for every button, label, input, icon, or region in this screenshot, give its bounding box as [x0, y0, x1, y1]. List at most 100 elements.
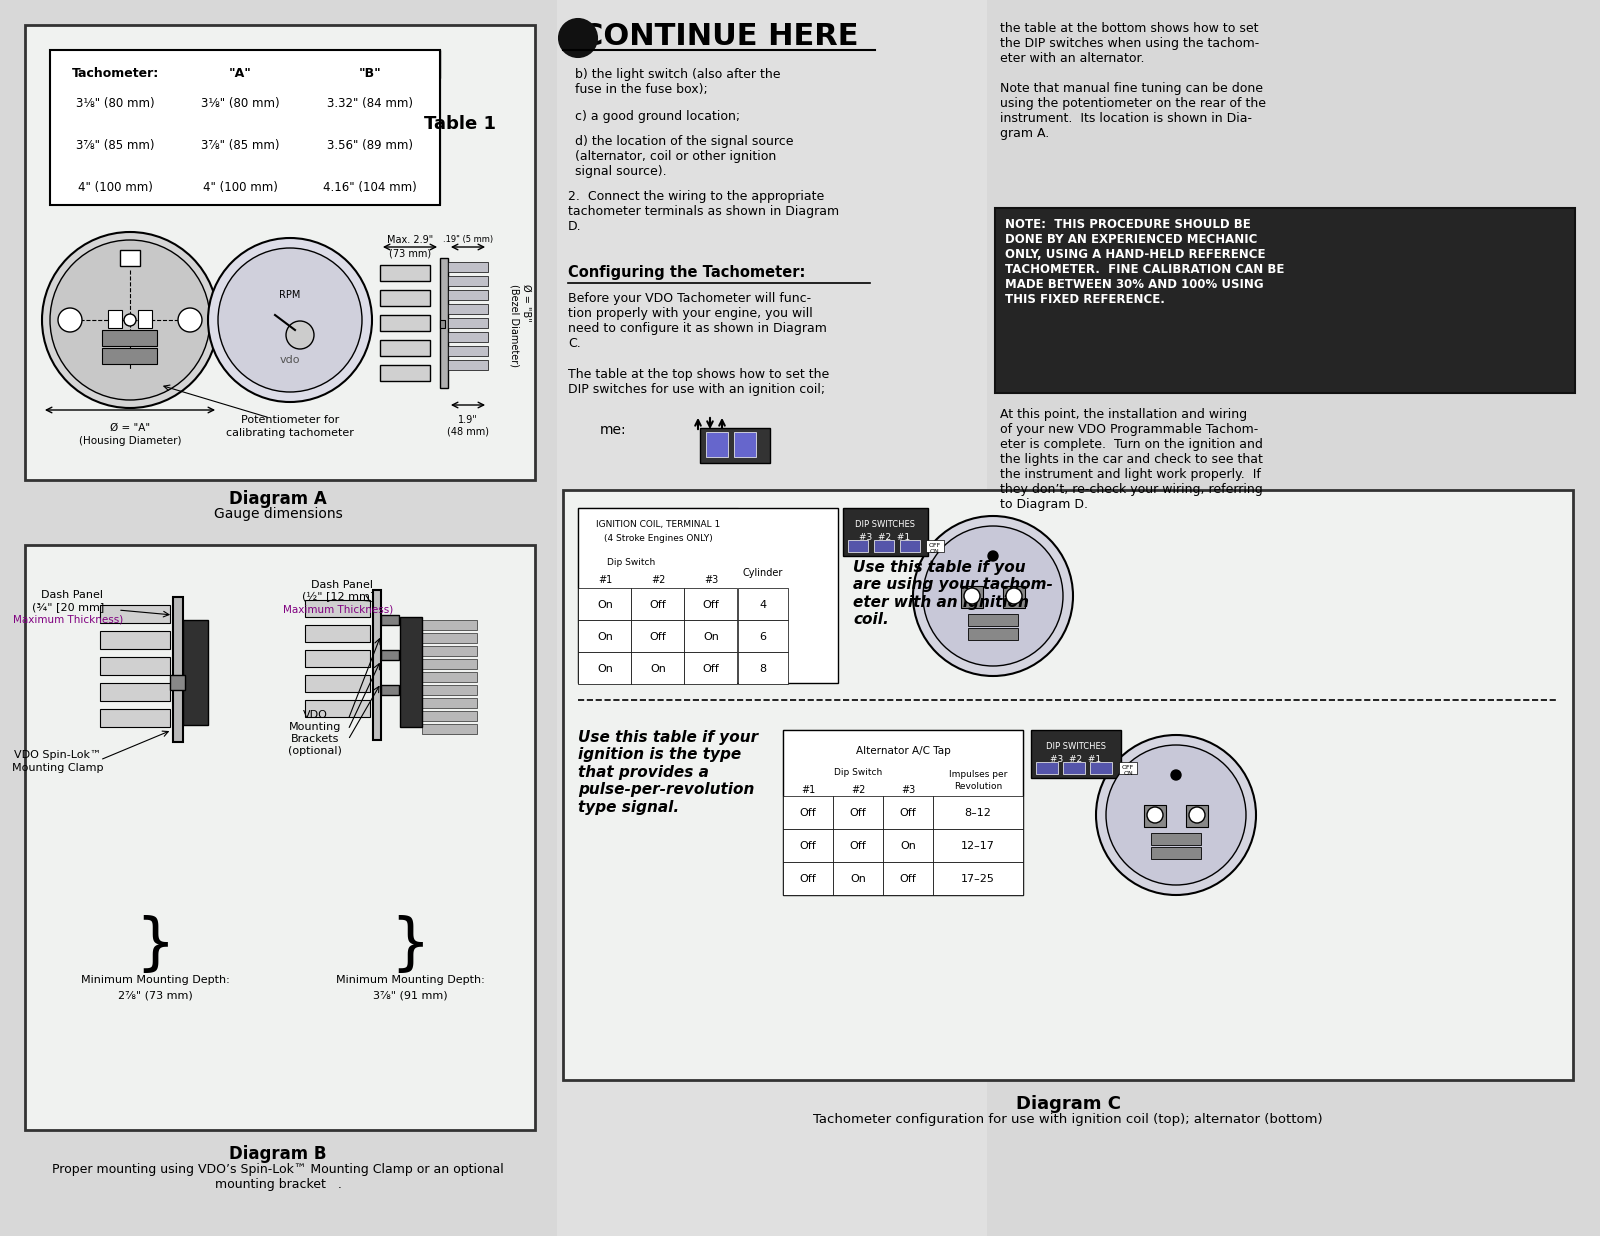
Bar: [179, 49, 301, 78]
Bar: [630, 653, 685, 684]
Text: #3: #3: [901, 785, 915, 795]
Text: IGNITION COIL, TERMINAL 1: IGNITION COIL, TERMINAL 1: [595, 520, 720, 529]
Bar: [848, 540, 867, 552]
Bar: [50, 49, 440, 205]
Text: 12–17: 12–17: [962, 840, 995, 852]
Bar: [578, 508, 838, 684]
Bar: [422, 672, 477, 682]
Text: 2⅞" (73 mm): 2⅞" (73 mm): [118, 990, 192, 1000]
Text: Off: Off: [899, 874, 917, 884]
Bar: [630, 588, 685, 620]
Bar: [422, 646, 477, 656]
Circle shape: [1147, 807, 1163, 823]
Text: Diagram C: Diagram C: [1016, 1095, 1120, 1112]
Bar: [422, 724, 477, 734]
Bar: [782, 758, 933, 796]
Bar: [381, 315, 430, 331]
Bar: [448, 360, 488, 370]
Text: Dash Panel: Dash Panel: [310, 580, 373, 590]
Text: (optional): (optional): [288, 747, 342, 756]
Bar: [1090, 763, 1112, 774]
Text: Revolution: Revolution: [954, 782, 1002, 791]
Text: Mounting Clamp: Mounting Clamp: [13, 763, 104, 772]
Text: On: On: [702, 632, 718, 641]
Text: the table at the bottom shows how to set
the DIP switches when using the tachom-: the table at the bottom shows how to set…: [1000, 22, 1266, 140]
Text: (4 Stroke Engines ONLY): (4 Stroke Engines ONLY): [603, 534, 712, 543]
Text: .19" (5 mm): .19" (5 mm): [443, 235, 493, 243]
Circle shape: [989, 551, 998, 561]
Bar: [995, 208, 1574, 393]
Bar: [962, 586, 982, 608]
Bar: [381, 290, 430, 307]
Text: 4" (100 mm): 4" (100 mm): [77, 180, 152, 194]
Bar: [440, 258, 448, 388]
Text: ON: ON: [930, 549, 939, 554]
Bar: [301, 78, 440, 120]
Text: Off: Off: [650, 599, 666, 611]
Bar: [448, 346, 488, 356]
Text: 8: 8: [760, 664, 766, 674]
Text: (73 mm): (73 mm): [389, 248, 430, 260]
Text: Off: Off: [850, 808, 866, 818]
Bar: [557, 0, 987, 1236]
Bar: [738, 653, 787, 684]
Bar: [179, 78, 301, 120]
Bar: [373, 590, 381, 740]
Text: Off: Off: [899, 808, 917, 818]
Bar: [738, 548, 787, 588]
Text: Brackets: Brackets: [291, 734, 339, 744]
Bar: [50, 49, 179, 78]
Text: Off: Off: [800, 808, 816, 818]
Text: ON: ON: [1123, 771, 1133, 776]
Text: Maximum Thickness): Maximum Thickness): [13, 616, 123, 625]
Bar: [933, 796, 1022, 829]
Bar: [440, 320, 445, 328]
Text: 6: 6: [760, 632, 766, 641]
Text: Dash Panel: Dash Panel: [42, 590, 102, 599]
Bar: [933, 758, 1022, 796]
Bar: [448, 290, 488, 300]
Bar: [381, 685, 398, 695]
Text: b) the light switch (also after the
fuse in the fuse box);: b) the light switch (also after the fuse…: [574, 68, 781, 96]
Bar: [50, 120, 179, 162]
Text: Minimum Mounting Depth:: Minimum Mounting Depth:: [336, 975, 485, 985]
Bar: [883, 829, 933, 861]
Circle shape: [218, 248, 362, 392]
Text: On: On: [901, 840, 915, 852]
Bar: [422, 685, 477, 695]
Bar: [381, 340, 430, 356]
Text: (Housing Diameter): (Housing Diameter): [78, 436, 181, 446]
Text: Table 1: Table 1: [424, 115, 496, 133]
Text: Before your VDO Tachometer will func-
tion properly with your engine, you will
n: Before your VDO Tachometer will func- ti…: [568, 292, 827, 350]
Text: Ø = "B"
(Bezel Diameter): Ø = "B" (Bezel Diameter): [510, 283, 531, 367]
Bar: [701, 428, 770, 464]
Bar: [874, 540, 894, 552]
Text: RPM: RPM: [280, 290, 301, 300]
Circle shape: [923, 527, 1062, 666]
Text: Off: Off: [702, 664, 720, 674]
Text: 8–12: 8–12: [965, 808, 992, 818]
Circle shape: [558, 19, 597, 57]
Bar: [301, 49, 440, 78]
Bar: [381, 650, 398, 660]
Bar: [782, 730, 1022, 758]
Bar: [899, 540, 920, 552]
Text: 2.  Connect the wiring to the appropriate
tachometer terminals as shown in Diagr: 2. Connect the wiring to the appropriate…: [568, 190, 838, 234]
Circle shape: [42, 232, 218, 408]
Bar: [578, 588, 630, 620]
Bar: [381, 265, 430, 281]
Circle shape: [963, 588, 979, 604]
Bar: [422, 633, 477, 643]
Bar: [782, 829, 834, 861]
Bar: [843, 508, 928, 556]
Bar: [381, 616, 398, 625]
Text: OFF: OFF: [930, 543, 941, 548]
Text: At this point, the installation and wiring
of your new VDO Programmable Tachom-
: At this point, the installation and wiri…: [1000, 408, 1262, 510]
Text: Off: Off: [702, 599, 720, 611]
Text: }: }: [390, 915, 430, 975]
Circle shape: [1006, 588, 1022, 604]
Text: On: On: [597, 599, 613, 611]
Bar: [182, 620, 208, 726]
Bar: [109, 310, 122, 328]
Text: (¾" [20 mm]: (¾" [20 mm]: [32, 602, 104, 612]
